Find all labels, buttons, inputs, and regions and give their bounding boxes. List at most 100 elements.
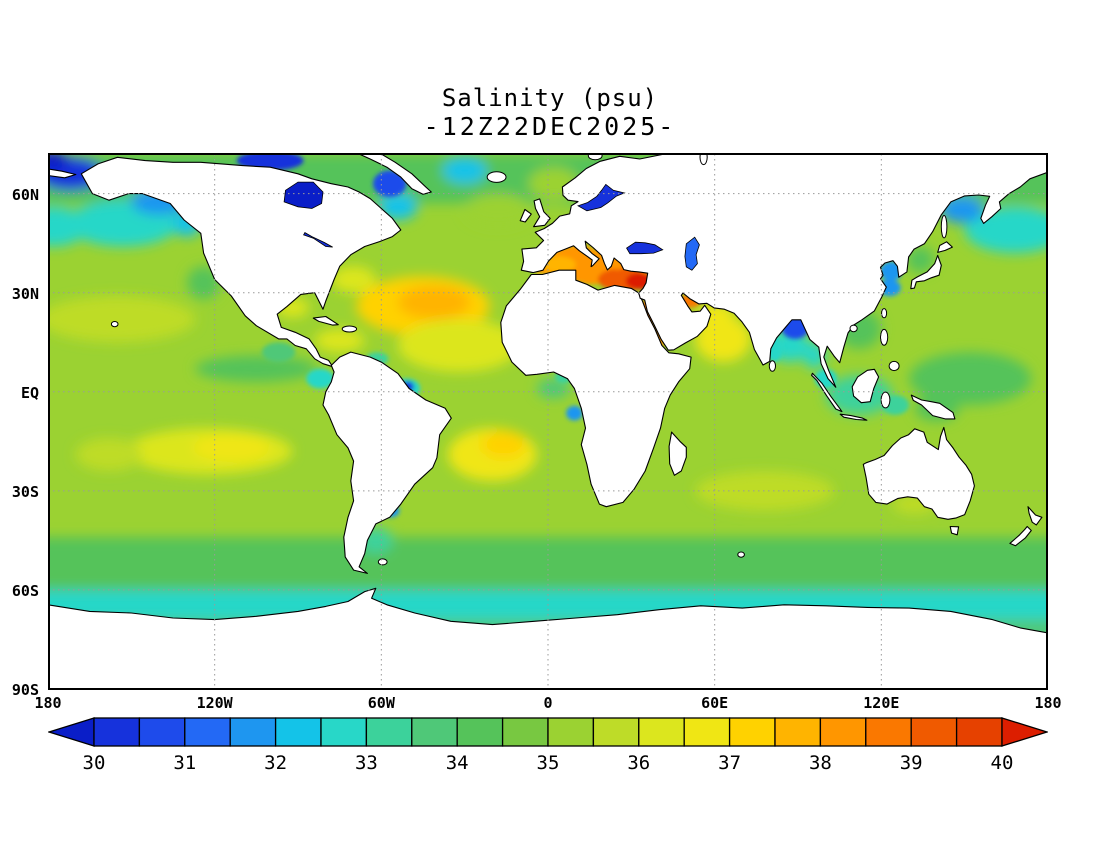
landmass-eurasia [520, 154, 1048, 388]
colorbar-segment-34 [456, 717, 504, 747]
field-feature-okhotsk [939, 196, 985, 224]
colorbar-segment-38.5 [865, 717, 912, 747]
lon-tick-label-0-3: 0 [543, 694, 553, 712]
island-sakhalin [940, 214, 948, 239]
field-feature-congo-plume [566, 405, 583, 421]
field-feature-california-current [186, 266, 221, 300]
landmass-nz-south [1009, 525, 1032, 547]
colorbar-scale [46, 717, 1050, 747]
latitude-axis: 60N 30N EQ 30S 60S 90S [0, 153, 45, 699]
colorbar-label-35: 35 [536, 752, 560, 774]
colorbar-segment-35.5 [592, 717, 640, 747]
chart-subtitle: -12Z22DEC2025- [423, 112, 677, 141]
island-sri-lanka [768, 360, 777, 372]
colorbar-label-31: 31 [173, 752, 197, 774]
colorbar-segment-36 [638, 717, 685, 747]
map-frame [48, 153, 1048, 690]
lat-tick-label-90S: 90S [11, 681, 39, 699]
colorbar-label-36: 36 [627, 752, 651, 774]
lat-tick-label-EQ: EQ [20, 383, 39, 402]
colorbar-segment-31.5 [229, 717, 277, 747]
colorbar-arrow-left [46, 717, 95, 747]
field-feature-itcz-epac [195, 355, 318, 382]
colorbar-arrow-right [1001, 717, 1050, 747]
field-feature-labrador [378, 193, 418, 220]
inland-sea-caspian-sea [684, 236, 700, 271]
colorbar-segment-37.5 [774, 717, 822, 747]
inland-sea-great-lakes [303, 232, 333, 248]
island-falklands [377, 558, 388, 566]
island-luzon [880, 328, 889, 346]
colorbar-segment-39.5 [955, 717, 1003, 747]
field-feature-yellow-sea [880, 261, 903, 282]
colorbar-segment-32.5 [320, 717, 368, 747]
colorbar-segment-34.5 [501, 717, 549, 747]
landmass-nz-north [1027, 506, 1043, 526]
colorbar-segment-30.5 [138, 717, 186, 747]
field-feature-natl-tropical [398, 319, 521, 372]
colorbar-segment-39 [910, 717, 958, 747]
landmass-sumatra [811, 372, 843, 413]
field-feature-natl-55 [464, 193, 532, 227]
field-feature-panama-bight [306, 368, 335, 389]
colorbar [46, 717, 1050, 749]
lon-tick-label-120E-5: 120E [863, 694, 900, 712]
field-feature-satl-stm-core [481, 431, 526, 458]
island-hispaniola [341, 325, 358, 333]
landmass-new-guinea [910, 394, 956, 420]
lat-tick-label-60S: 60S [11, 581, 39, 600]
colorbar-labels: 30 31 32 33 34 35 36 37 38 39 40 [48, 752, 1048, 776]
colorbar-segment-33.5 [411, 717, 458, 747]
lat-tick-label-60N: 60N [11, 185, 39, 204]
colorbar-segment-36.5 [683, 717, 731, 747]
colorbar-label-33: 33 [354, 752, 378, 774]
field-feature-npac-dateline [48, 206, 87, 247]
island-novaya-zemlya [699, 154, 708, 166]
colorbar-label-37: 37 [718, 752, 742, 774]
island-hainan [849, 324, 858, 333]
landmass-antarctica [48, 587, 1048, 689]
longitude-axis: 180 120W 60W 0 60E 120E 180 [34, 694, 1061, 714]
lon-tick-label-120W-1: 120W [196, 694, 233, 712]
colorbar-segment-37 [728, 717, 776, 747]
island-iceland [486, 171, 507, 183]
landmass-tasmania [949, 525, 960, 536]
island-taiwan [881, 308, 888, 319]
island-kerguelen [737, 551, 745, 558]
field-feature-warm-pool-fresh [909, 352, 1032, 405]
lon-tick-label-60E-4: 60E [701, 694, 729, 712]
island-hawaii [110, 321, 119, 328]
field-feature-natl-stm-core [398, 286, 471, 320]
island-svalbard [587, 154, 603, 161]
map-border [48, 153, 1048, 690]
landmass-greenland [358, 154, 432, 195]
landmass-borneo [851, 368, 880, 404]
colorbar-label-38: 38 [808, 752, 832, 774]
inland-sea-hudson-bay [283, 181, 324, 209]
landmass-madagascar [668, 431, 687, 476]
inland-sea-black-sea [626, 241, 664, 255]
salinity-map [48, 153, 1048, 690]
field-feature-japan-sea [906, 246, 935, 273]
colorbar-segment-30 [93, 717, 141, 747]
colorbar-segment-38 [819, 717, 867, 747]
colorbar-segment-35 [547, 717, 595, 747]
field-feature-chukchi-fresh [48, 154, 71, 171]
colorbar-segment-33 [365, 717, 413, 747]
landmass-ireland [519, 208, 532, 223]
landmass-honshu [910, 254, 942, 290]
lat-tick-label-30N: 30N [11, 284, 39, 303]
island-sulawesi [880, 391, 891, 409]
field-feature-sind-stm [695, 471, 835, 511]
landmass-hokkaido [937, 241, 953, 253]
lat-tick-label-30S: 30S [11, 482, 39, 501]
island-mindanao [888, 360, 900, 372]
landmass-chukotka-west [48, 168, 77, 179]
landmass-australia [862, 426, 975, 520]
landmass-south-america [322, 351, 452, 574]
field-feature-ntrop-pacific [48, 296, 196, 343]
field-feature-gulf-stream [331, 266, 376, 293]
field-feature-med-west [542, 256, 576, 273]
landmass-cuba [312, 315, 339, 326]
